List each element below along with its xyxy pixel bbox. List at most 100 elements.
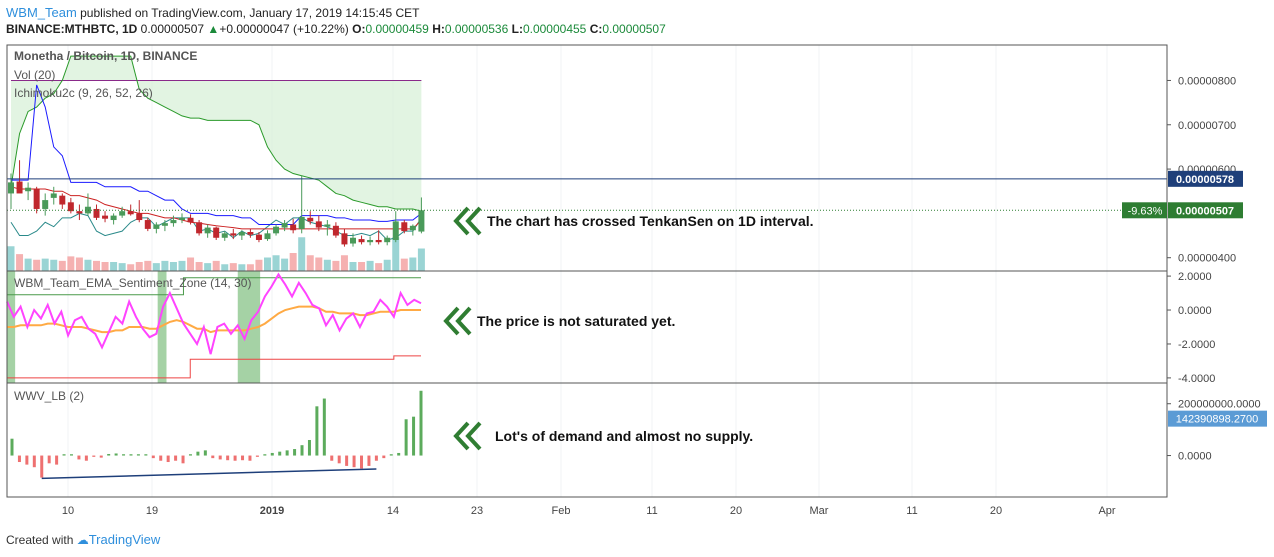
close-value: 0.00000507 (602, 22, 666, 36)
wwv-bar (92, 455, 96, 457)
close-label: C: (589, 22, 603, 36)
publish-header: WBM_Team published on TradingView.com, J… (6, 5, 419, 20)
x-tick-label: 20 (990, 505, 1002, 517)
volume-bar (212, 260, 220, 271)
low-label: L: (511, 22, 523, 36)
wwv-bar (25, 455, 29, 465)
wwv-bar (360, 455, 364, 469)
volume-bar (315, 257, 323, 271)
wwv-bar (136, 454, 140, 456)
volume-bar (238, 264, 246, 271)
candle-body (247, 232, 254, 235)
candle-body (16, 181, 23, 194)
candle-body (375, 239, 382, 243)
candle-body (307, 217, 314, 222)
volume-bar (409, 257, 417, 271)
candle-body (25, 187, 32, 192)
annotations: The chart has crossed TenkanSen on 1D in… (443, 206, 814, 451)
y-tick-label: -4.0000 (1178, 373, 1215, 385)
volume-bar (229, 263, 237, 271)
volume-bar (24, 258, 32, 271)
candle-body (196, 222, 203, 234)
volume-bar (58, 260, 66, 271)
candle-body (204, 227, 211, 234)
wwv-bar (382, 455, 386, 459)
wwv-bar (367, 455, 371, 466)
candle-body (392, 221, 399, 240)
wwv-bar (159, 455, 163, 461)
wwv-bar (144, 454, 148, 456)
volume-bar (169, 262, 177, 271)
volume-bar (400, 258, 408, 271)
wwv-bar (62, 454, 66, 456)
candle-body (8, 182, 14, 194)
change-value: +0.00000047 (+10.22%) (219, 22, 349, 36)
y-tick-label: 2.0000 (1178, 271, 1212, 283)
tenkan-sen-line (11, 84, 422, 225)
wwv-bar (188, 454, 192, 456)
author-link[interactable]: WBM_Team (6, 5, 77, 20)
volume-bar (135, 262, 143, 271)
sentiment-line (6, 272, 422, 355)
volume-bar (127, 264, 135, 271)
volume-bar (340, 255, 348, 271)
open-value: 0.00000459 (365, 22, 429, 36)
volume-bar (281, 258, 289, 271)
price-label-box (1168, 170, 1243, 187)
indicator-label: Ichimoku2c (9, 26, 52, 26) (14, 86, 153, 100)
x-tick-label: 20 (730, 505, 742, 517)
candle-body (230, 233, 237, 236)
candle-body (332, 225, 339, 236)
volume-bar (161, 260, 169, 271)
wwv-bar (84, 455, 88, 461)
wwv-bar (389, 454, 393, 456)
wwv-bar (218, 455, 222, 460)
trend-line (41, 468, 377, 480)
price-label: 0.00000507 (1176, 205, 1234, 217)
volume-bar (358, 262, 366, 271)
candle-body (401, 222, 408, 232)
volume-bar (204, 263, 212, 271)
candle-body (59, 195, 66, 205)
volume-bar (392, 237, 400, 271)
candle-body (290, 224, 297, 231)
y-tick-label: 0.0000 (1178, 305, 1212, 317)
candle-body (341, 233, 348, 245)
volume-bar (298, 237, 306, 271)
indicator-label: Vol (20) (14, 68, 55, 82)
wwv-bar (419, 390, 423, 456)
wwv-bar (285, 450, 289, 456)
volume-bar (246, 264, 254, 271)
x-tick-label: Apr (1098, 505, 1115, 517)
volume-bar (110, 262, 118, 271)
wwv-bar (114, 453, 118, 456)
wwv-bar (307, 440, 311, 456)
wwv-bar (278, 451, 282, 456)
candle-body (350, 237, 356, 244)
x-tick-label: Mar (810, 505, 829, 517)
wwv-bar (300, 445, 304, 456)
y-tick-label: 0.00000700 (1178, 120, 1236, 132)
tradingview-brand[interactable]: TradingView (88, 532, 161, 547)
wwv-bar (241, 455, 245, 461)
sentiment-pane[interactable]: WBM_Team_EMA_Sentiment_Zone (14, 30) (6, 271, 422, 383)
tradingview-logo-icon[interactable]: ☁ (76, 533, 89, 547)
wwv-pane[interactable]: WWV_LB (2) (10, 389, 423, 480)
candle-body (50, 193, 57, 198)
price-label-box (1168, 202, 1243, 219)
volume-bar (118, 263, 126, 271)
wwv-bar (129, 454, 133, 456)
volume-bar (332, 260, 340, 271)
y-tick-label: 0.0000 (1178, 451, 1212, 463)
wwv-bar (77, 455, 81, 460)
volume-bar (323, 259, 331, 271)
sentiment-pane-title: WBM_Team_EMA_Sentiment_Zone (14, 30) (14, 276, 251, 290)
price-pane[interactable]: Monetha / Bitcoin, 1D, BINANCE Vol (20) Ic… (7, 49, 1167, 271)
candle-body (298, 216, 305, 229)
chart-canvas[interactable]: Monetha / Bitcoin, 1D, BINANCE Vol (20) Ic… (0, 40, 1274, 540)
volume-bar (178, 260, 186, 271)
volume-bar (255, 259, 263, 271)
ema-line (7, 305, 421, 334)
publish-info: published on TradingView.com, January 17… (76, 6, 420, 20)
wwv-bar (55, 455, 59, 465)
